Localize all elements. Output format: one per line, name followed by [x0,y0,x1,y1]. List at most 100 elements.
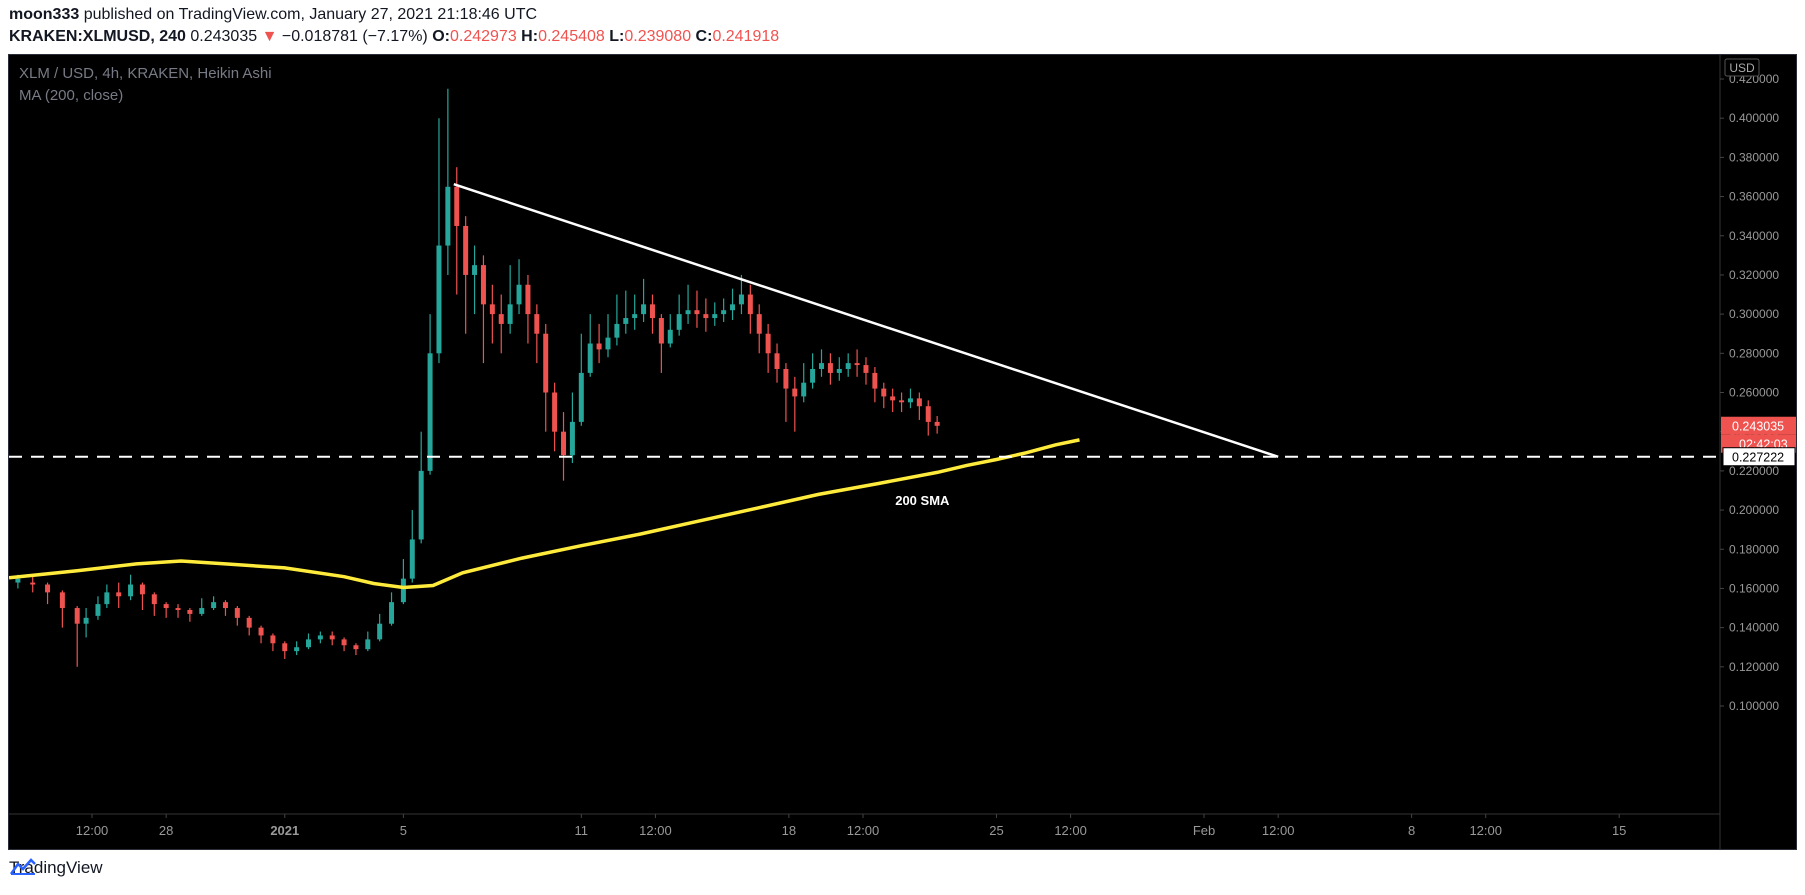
candle[interactable] [863,357,869,385]
currency-badge[interactable] [1724,58,1760,77]
candle[interactable] [747,284,753,334]
candle[interactable] [623,290,629,334]
candle[interactable] [175,604,181,618]
candle[interactable] [552,382,558,452]
candle[interactable] [801,363,807,403]
candle[interactable] [667,314,673,348]
candle[interactable] [418,431,424,544]
candle[interactable] [151,592,157,616]
candle[interactable] [658,314,664,373]
candle[interactable] [605,314,611,358]
candle[interactable] [246,615,252,636]
trendline[interactable] [453,183,1279,458]
candle[interactable] [95,596,101,620]
candle[interactable] [463,216,469,334]
candle[interactable] [516,259,522,315]
candle[interactable] [480,255,486,364]
candle[interactable] [578,333,584,426]
candle[interactable] [234,606,240,626]
candle[interactable] [703,298,709,332]
candle[interactable] [365,631,371,652]
candle[interactable] [854,349,860,377]
candle[interactable] [400,559,406,605]
candle[interactable] [59,590,65,628]
candle[interactable] [649,294,655,334]
candle[interactable] [845,353,851,377]
candle[interactable] [810,353,816,389]
candle[interactable] [907,388,913,409]
candle[interactable] [498,294,504,354]
candle[interactable] [436,118,442,364]
candle[interactable] [890,388,896,413]
candle[interactable] [258,625,264,644]
last-price-label[interactable]: 0.243035 [1721,416,1796,435]
candle[interactable] [641,278,647,322]
candle[interactable] [507,265,513,334]
candle[interactable] [632,294,638,330]
candle[interactable] [916,392,922,420]
candle[interactable] [525,274,531,344]
candle[interactable] [756,304,762,354]
candle[interactable] [472,245,478,315]
author-name[interactable]: moon333 [9,6,80,23]
candle[interactable] [712,302,718,326]
candle[interactable] [836,357,842,381]
footer-brand[interactable]: TradingView [9,858,103,878]
candle[interactable] [294,641,300,656]
candle[interactable] [872,367,878,403]
candle[interactable] [587,314,593,377]
candle[interactable] [377,613,383,642]
candle[interactable] [561,412,567,481]
candle[interactable] [783,363,789,422]
candle[interactable] [187,608,193,622]
candle[interactable] [163,602,169,618]
hline-price-label[interactable]: 0.227222 [1722,447,1796,467]
candle[interactable] [128,574,134,601]
candle[interactable] [925,400,931,436]
candle[interactable] [353,643,359,656]
candle[interactable] [445,88,451,275]
candle[interactable] [104,584,110,609]
candle[interactable] [685,284,691,324]
candle[interactable] [738,274,744,315]
candle[interactable] [270,633,276,652]
candle[interactable] [721,298,727,322]
candle[interactable] [534,304,540,364]
candle[interactable] [199,598,205,616]
candle[interactable] [341,637,347,652]
candle[interactable] [30,576,36,593]
candle[interactable] [305,633,311,650]
candle[interactable] [427,314,433,475]
candle[interactable] [329,631,335,646]
candle[interactable] [489,284,495,344]
candle[interactable] [222,600,228,616]
candle[interactable] [282,641,288,659]
chart-panel[interactable]: 200 SMA XLM / USD, 4h, KRAKEN, Heikin As… [8,54,1797,850]
candle[interactable] [614,294,620,346]
candle[interactable] [74,606,80,667]
candle[interactable] [139,582,145,610]
candle[interactable] [409,510,415,583]
candle[interactable] [819,349,825,377]
candle[interactable] [792,376,798,432]
candle[interactable] [569,392,575,464]
candle[interactable] [83,608,89,638]
symbol-label[interactable]: KRAKEN:XLMUSD, 240 [9,28,186,45]
candle[interactable] [45,582,51,605]
candle[interactable] [694,290,700,328]
candle[interactable] [765,323,771,373]
candle[interactable] [317,631,323,644]
candle[interactable] [116,582,122,609]
candle[interactable] [596,323,602,364]
price-chart[interactable]: 200 SMA XLM / USD, 4h, KRAKEN, Heikin As… [9,55,1796,849]
candle[interactable] [881,382,887,409]
candle[interactable] [774,343,780,383]
candle[interactable] [899,392,905,413]
candle[interactable] [454,167,460,295]
candle[interactable] [730,288,736,321]
candle[interactable] [934,416,940,434]
candle[interactable] [676,294,682,336]
candle[interactable] [211,596,217,610]
candle[interactable] [389,592,395,626]
candle[interactable] [827,353,833,385]
